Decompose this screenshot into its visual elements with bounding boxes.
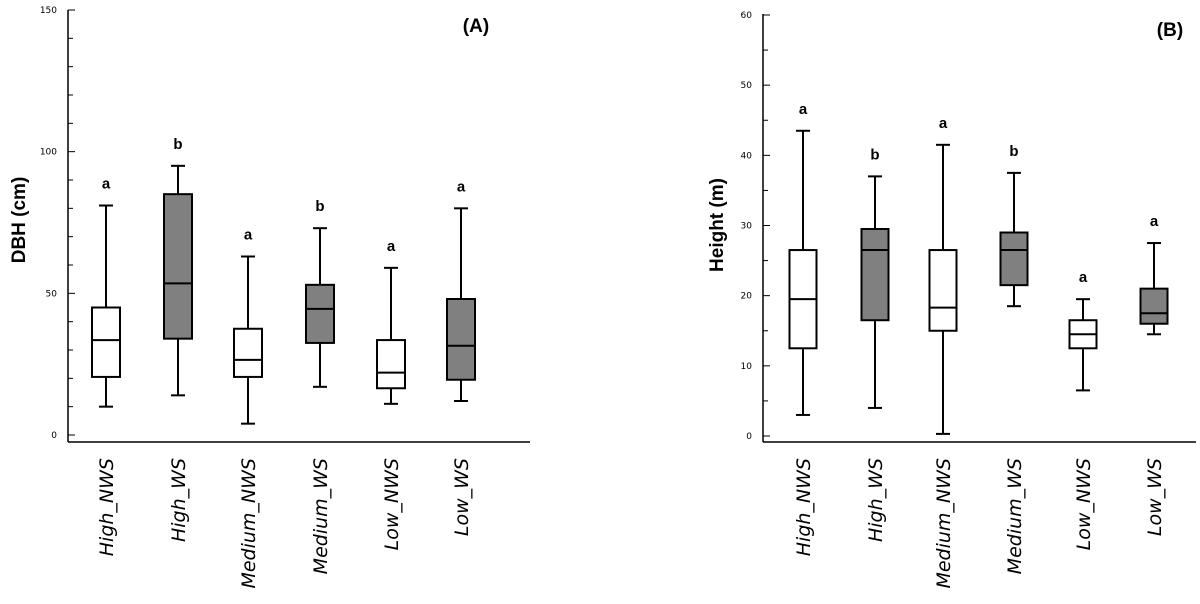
iqr-box [999,231,1029,287]
iqr-box [376,339,406,390]
category-label: Low_WS [1144,458,1166,536]
y-tick-label: 50 [46,289,58,299]
significance-letter: b [173,136,182,153]
box-low-ws: a [1139,213,1169,336]
iqr-box [305,283,335,344]
significance-letter: a [1150,213,1159,230]
significance-letter: a [387,238,396,255]
significance-letter: a [244,227,253,244]
box-medium-nws: a [233,227,263,425]
y-tick-label: 150 [40,6,57,16]
category-label: Low_NWS [381,458,403,550]
category-label: High_WS [168,458,190,542]
box-high-ws: b [860,146,890,409]
box-high-nws: a [788,101,818,416]
box-medium-ws: b [305,198,335,388]
y-tick-label: 20 [741,292,753,302]
significance-letter: a [939,115,948,132]
y-tick-label: 50 [741,81,753,91]
panel-label-b: (B) [1157,20,1183,41]
iqr-box [1139,287,1169,325]
significance-letter: a [1079,269,1088,286]
category-label: High_WS [865,458,887,542]
category-label: Low_WS [451,458,473,536]
significance-letter: b [315,198,324,215]
category-label: Medium_NWS [933,458,955,589]
panel-a: (A) DBH (cm) 0 50 100 150 a b a b a a High_NWS Hi… [9,6,530,589]
box-high-nws: a [91,176,121,408]
box-low-nws: a [376,238,406,405]
significance-letter: a [799,101,808,118]
category-label: Medium_WS [1004,458,1026,574]
y-tick-label: 60 [741,11,753,21]
y-tick-label: 40 [741,151,753,161]
iqr-box [928,249,958,332]
category-label: Low_NWS [1073,458,1095,550]
category-label: High_NWS [793,458,815,556]
y-tick-label: 100 [40,148,57,158]
category-label: Medium_NWS [238,458,260,589]
y-tick-label: 0 [51,431,57,441]
y-axis-label-b: Height (m) [707,178,728,272]
y-tick-label: 10 [741,362,753,372]
panel-b: (B) Height (m) 0 10 20 30 40 50 60 a b a b a a High… [707,11,1196,589]
significance-letter: a [102,176,111,193]
iqr-box [91,306,121,378]
y-tick-label: 0 [746,432,752,442]
iqr-box [446,298,476,381]
significance-letter: b [870,146,879,163]
box-medium-ws: b [999,143,1029,308]
box-low-nws: a [1068,269,1098,392]
box-high-ws: b [163,136,193,397]
significance-letter: a [457,178,466,195]
significance-letter: b [1009,143,1018,160]
category-label: Medium_WS [310,458,332,574]
box-low-ws: a [446,178,476,402]
iqr-box [233,327,263,378]
iqr-box [163,193,193,340]
panel-label-a: (A) [463,16,489,37]
box-medium-nws: a [928,115,958,435]
category-label: High_NWS [96,458,118,556]
y-tick-label: 30 [741,222,753,232]
iqr-box [860,228,890,322]
y-axis-label-a: DBH (cm) [9,177,30,264]
